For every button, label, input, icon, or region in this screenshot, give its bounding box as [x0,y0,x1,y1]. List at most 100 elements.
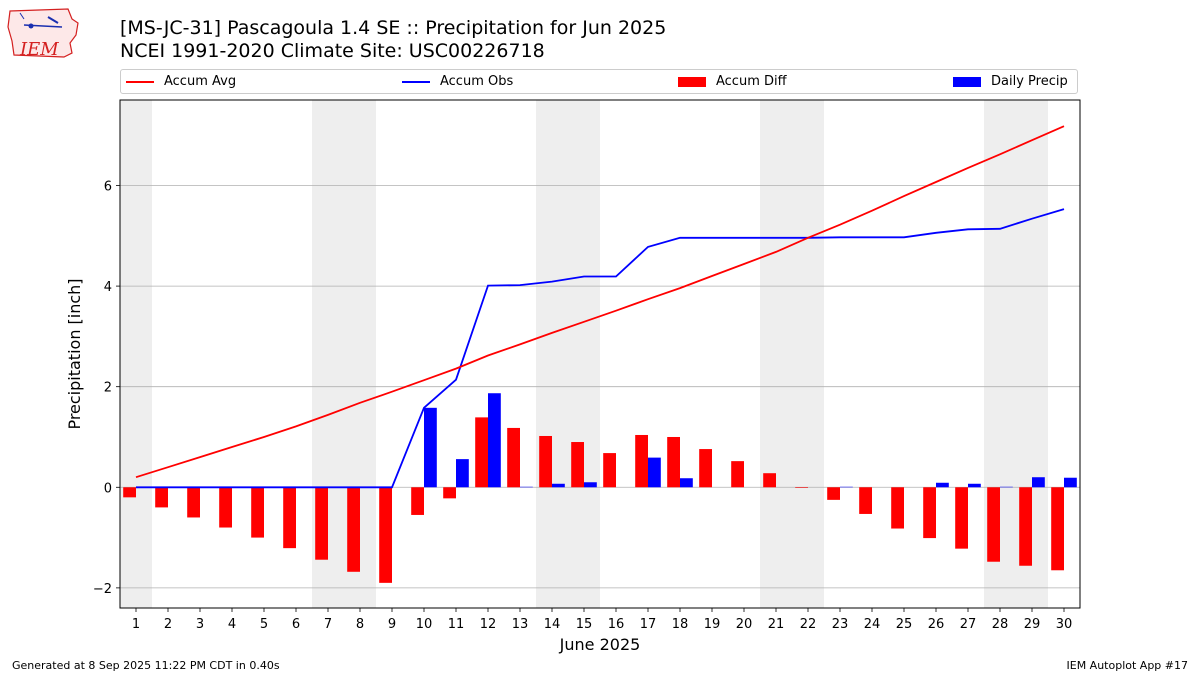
accum-diff-bar [219,487,232,528]
daily-precip-bar [1032,477,1045,488]
accum-diff-bar [283,487,296,549]
daily-precip-bar [648,457,661,488]
x-tick-label: 2 [164,617,172,632]
x-tick-label: 19 [704,617,721,632]
legend-item-accum-obs: Accum Obs [402,74,513,90]
legend-swatch-accum-obs [402,80,430,83]
daily-precip-bar [584,482,597,488]
accum-diff-bar [347,487,360,572]
x-tick-label: 28 [992,617,1009,632]
x-tick-label: 20 [736,617,753,632]
x-tick-label: 17 [640,617,657,632]
daily-precip-bar [1064,477,1077,488]
iem-logo: IEM [6,5,82,61]
x-tick-label: 7 [324,617,332,632]
accum-diff-bar [539,435,552,488]
weekend-shading [760,100,824,608]
x-tick-label: 27 [960,617,977,632]
x-tick-label: 1 [132,617,140,632]
x-tick-label: 22 [800,617,817,632]
x-tick-label: 9 [388,617,396,632]
y-tick-label: 0 [104,481,112,496]
x-tick-label: 3 [196,617,204,632]
accum-diff-bar [443,487,456,499]
legend-item-accum-diff: Accum Diff [678,74,787,90]
x-tick-label: 4 [228,617,236,632]
x-tick-label: 24 [864,617,881,632]
legend-label: Accum Obs [440,74,514,89]
daily-precip-bar [840,486,853,488]
x-tick-label: 29 [1024,617,1041,632]
x-tick-label: 30 [1056,617,1073,632]
weekend-shading [536,100,600,608]
accum-diff-bar [315,487,328,560]
accum-diff-bar [987,487,1000,562]
x-tick-label: 11 [448,617,465,632]
accum-diff-bar [795,487,808,488]
daily-precip-bar [488,393,501,488]
x-tick-label: 26 [928,617,945,632]
accum-diff-bar [827,487,840,500]
x-tick-label: 15 [576,617,593,632]
accum-diff-bar [923,487,936,539]
iowa-map-icon [7,8,79,58]
y-tick-label: 4 [104,280,112,295]
accum-diff-bar [1019,487,1032,566]
legend-swatch-accum-avg [126,80,154,83]
accum-diff-bar [859,487,872,514]
accum-avg-line [135,125,1065,479]
accum-diff-bar [1051,487,1064,571]
accum-diff-bar [603,453,616,488]
x-tick-label: 21 [768,617,785,632]
accum-diff-bar [571,442,584,488]
y-tick-label: 2 [104,381,112,396]
daily-precip-bar [680,478,693,488]
x-tick-label: 5 [260,617,268,632]
y-tick-label: 6 [104,180,112,195]
legend-label: Accum Avg [164,74,237,89]
x-tick-label: 18 [672,617,689,632]
x-tick-label: 12 [480,617,497,632]
footer-generated: Generated at 8 Sep 2025 11:22 PM CDT in … [12,659,280,672]
y-tick-label: −2 [93,582,112,597]
x-tick-label: 13 [512,617,529,632]
legend-swatch-accum-diff [678,76,706,87]
daily-precip-bar [968,483,981,488]
legend-swatch-daily-precip [953,76,981,87]
daily-precip-bar [936,482,949,488]
accum-diff-bar [763,473,776,488]
x-tick-label: 10 [416,617,433,632]
chart-legend: Accum Avg Accum Obs Accum Diff Daily Pre… [120,69,1078,94]
plot-frame [119,99,1081,609]
accum-diff-bar [155,487,168,508]
daily-precip-bar [1000,486,1013,488]
accum-diff-bar [955,487,968,549]
y-axis-label: Precipitation [inch] [65,278,84,429]
x-tick-label: 25 [896,617,913,632]
daily-precip-bar [520,486,533,488]
accum-diff-bar [699,449,712,488]
logo-text: IEM [20,39,59,60]
weekend-shading [120,100,152,608]
x-tick-label: 23 [832,617,849,632]
daily-precip-bar [456,459,469,488]
accum-obs-line [136,208,1065,489]
daily-precip-bar [552,483,565,488]
x-axis-label: June 2025 [559,635,641,654]
legend-item-daily-precip: Daily Precip [953,74,1068,90]
accum-diff-bar [475,417,488,488]
accum-diff-bar [731,461,744,488]
accum-diff-bar [891,487,904,529]
x-tick-label: 16 [608,617,625,632]
accum-diff-bar [507,427,520,488]
chart-title: [MS-JC-31] Pascagoula 1.4 SE :: Precipit… [120,17,667,39]
accum-diff-bar [411,487,424,515]
legend-label: Daily Precip [991,74,1068,89]
accum-diff-bar [379,487,392,583]
accum-diff-bar [251,487,264,538]
legend-label: Accum Diff [716,74,787,89]
x-tick-label: 8 [356,617,364,632]
chart-subtitle: NCEI 1991-2020 Climate Site: USC00226718 [120,40,545,62]
accum-diff-bar [667,436,680,488]
